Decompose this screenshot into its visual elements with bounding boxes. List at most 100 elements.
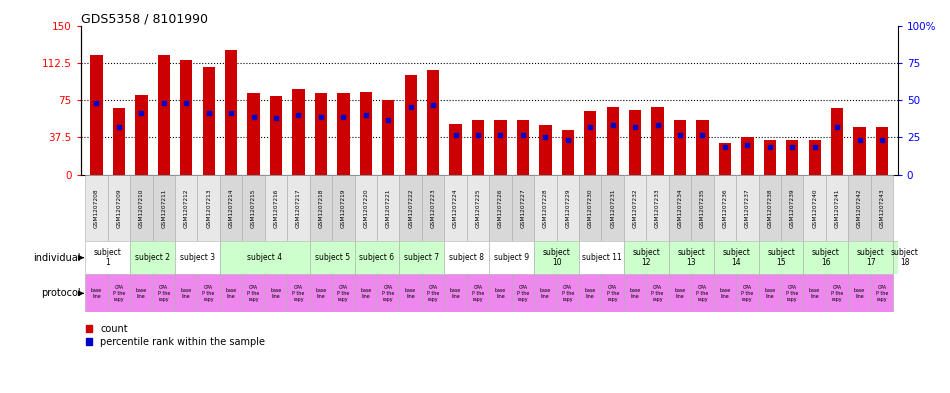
Bar	[86, 241, 130, 274]
Bar	[445, 241, 489, 274]
Bar	[422, 175, 445, 241]
Bar	[512, 175, 534, 241]
Text: GSM1207209: GSM1207209	[117, 188, 122, 228]
Text: base
line: base line	[180, 288, 192, 299]
Bar	[669, 175, 692, 241]
Bar	[808, 140, 821, 175]
Bar	[86, 175, 107, 241]
Text: individual: individual	[33, 253, 81, 263]
Text: subject 9: subject 9	[494, 253, 529, 262]
Bar	[445, 274, 466, 312]
Text: GSM1207213: GSM1207213	[206, 188, 211, 228]
Text: subject 3: subject 3	[180, 253, 215, 262]
Text: CPA
P the
rapy: CPA P the rapy	[293, 285, 305, 302]
Bar	[601, 274, 624, 312]
Bar	[804, 274, 826, 312]
Bar	[848, 175, 871, 241]
Bar	[719, 143, 732, 175]
Bar	[310, 175, 332, 241]
Text: GSM1207235: GSM1207235	[700, 188, 705, 228]
Bar	[853, 127, 865, 175]
Text: subject 5: subject 5	[314, 253, 350, 262]
Bar	[764, 140, 776, 175]
Text: GSM1207236: GSM1207236	[722, 188, 728, 228]
Bar	[399, 175, 422, 241]
Bar	[629, 110, 641, 175]
Text: CPA
P the
rapy: CPA P the rapy	[606, 285, 618, 302]
Legend: count, percentile rank within the sample: count, percentile rank within the sample	[86, 324, 265, 347]
Text: CPA
P the
rapy: CPA P the rapy	[382, 285, 394, 302]
Bar	[130, 175, 153, 241]
Bar	[652, 107, 664, 175]
Text: GSM1207230: GSM1207230	[588, 188, 593, 228]
Bar	[624, 241, 669, 274]
Bar	[601, 175, 624, 241]
Bar	[360, 92, 372, 175]
Text: subject
16: subject 16	[812, 248, 840, 267]
Text: base
line: base line	[540, 288, 551, 299]
Text: CPA
P the
rapy: CPA P the rapy	[561, 285, 574, 302]
Bar	[219, 274, 242, 312]
Bar	[804, 175, 826, 241]
Bar	[135, 95, 147, 175]
Text: GSM1207220: GSM1207220	[363, 188, 369, 228]
Text: GSM1207214: GSM1207214	[229, 188, 234, 228]
Bar	[219, 241, 310, 274]
Text: CPA
P the
rapy: CPA P the rapy	[202, 285, 215, 302]
Bar	[804, 241, 848, 274]
Bar	[512, 274, 534, 312]
Text: GSM1207241: GSM1207241	[835, 188, 840, 228]
Bar	[713, 241, 759, 274]
Bar	[130, 274, 153, 312]
Text: GSM1207216: GSM1207216	[274, 188, 278, 228]
Bar	[247, 93, 259, 175]
Text: GSM1207218: GSM1207218	[318, 188, 323, 228]
Bar	[427, 70, 439, 175]
Bar	[534, 175, 557, 241]
Bar	[175, 175, 198, 241]
Bar	[354, 241, 399, 274]
Text: GSM1207217: GSM1207217	[296, 188, 301, 228]
Bar	[332, 175, 354, 241]
Text: GSM1207227: GSM1207227	[521, 188, 525, 228]
Bar	[741, 137, 753, 175]
Bar	[557, 175, 580, 241]
Text: subject 2: subject 2	[135, 253, 170, 262]
Bar	[399, 241, 445, 274]
Bar	[713, 175, 736, 241]
Bar	[354, 175, 377, 241]
Text: GSM1207225: GSM1207225	[476, 188, 481, 228]
Bar	[736, 175, 759, 241]
Bar	[534, 274, 557, 312]
Bar	[494, 120, 506, 175]
Text: GSM1207222: GSM1207222	[408, 188, 413, 228]
Text: base
line: base line	[854, 288, 865, 299]
Text: base
line: base line	[91, 288, 102, 299]
Bar	[293, 89, 305, 175]
Bar	[557, 274, 580, 312]
Text: GSM1207229: GSM1207229	[565, 188, 570, 228]
Text: subject 6: subject 6	[359, 253, 394, 262]
Text: subject 4: subject 4	[247, 253, 282, 262]
Text: base
line: base line	[764, 288, 775, 299]
Bar	[332, 274, 354, 312]
Bar	[580, 274, 601, 312]
Text: GSM1207224: GSM1207224	[453, 188, 458, 228]
Bar	[759, 241, 804, 274]
Bar	[198, 175, 219, 241]
Text: CPA
P the
rapy: CPA P the rapy	[652, 285, 664, 302]
Text: subject 8: subject 8	[449, 253, 484, 262]
Bar	[422, 274, 445, 312]
Bar	[445, 175, 466, 241]
Text: GSM1207215: GSM1207215	[251, 188, 256, 228]
Bar	[669, 241, 713, 274]
Text: base
line: base line	[360, 288, 371, 299]
Bar	[310, 241, 354, 274]
Bar	[472, 120, 484, 175]
Bar	[219, 175, 242, 241]
Text: base
line: base line	[225, 288, 237, 299]
Bar	[517, 120, 529, 175]
Text: GSM1207239: GSM1207239	[789, 188, 795, 228]
Bar	[561, 130, 574, 175]
Text: base
line: base line	[136, 288, 147, 299]
